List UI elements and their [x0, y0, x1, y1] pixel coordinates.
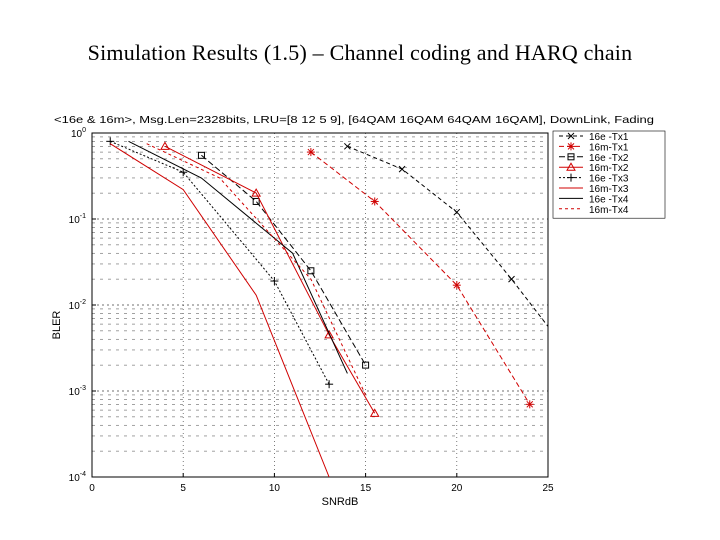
- series-line-0: [347, 145, 548, 328]
- chart-title: <16e & 16m>, Msg.Len=2328bits, LRU=[8 12…: [54, 114, 654, 126]
- x-tick-label: 10: [269, 483, 281, 494]
- series-line-1: [310, 151, 531, 405]
- x-axis-label: SNRdB: [322, 496, 359, 508]
- legend-entry: 16m-Tx3: [589, 184, 629, 195]
- legend-entry: 16m-Tx1: [589, 142, 629, 153]
- data-point-x: [398, 165, 406, 173]
- y-tick-label: 10-3: [69, 385, 86, 398]
- series-lines: [106, 137, 548, 477]
- y-tick-label: 10-2: [69, 299, 86, 312]
- data-point-triangle: [566, 162, 576, 171]
- legend-entry: 16e -Tx1: [589, 132, 629, 143]
- data-point-star: [567, 142, 575, 151]
- x-tick-label: 5: [180, 483, 186, 494]
- legend-entry: 16e -Tx3: [589, 174, 629, 185]
- data-point-x: [508, 275, 515, 283]
- x-tick-label: 0: [89, 483, 95, 494]
- x-tick-label: 20: [451, 483, 463, 494]
- data-point-star: [525, 400, 534, 409]
- grid: [92, 133, 548, 477]
- series-line-3: [164, 145, 376, 414]
- legend-entry: 16m-Tx4: [589, 205, 629, 216]
- data-point-plus: [270, 277, 279, 286]
- legend-entry: 16m-Tx2: [589, 163, 629, 174]
- series-line-5: [109, 143, 330, 477]
- series-line-2: [201, 154, 367, 366]
- legend-entry: 16e -Tx4: [589, 194, 629, 205]
- data-point-square: [307, 267, 315, 275]
- data-point-x: [567, 132, 575, 140]
- data-point-triangle: [369, 408, 380, 417]
- x-tick-label: 25: [542, 483, 554, 494]
- data-point-triangle: [324, 329, 334, 339]
- data-point-square: [567, 153, 575, 161]
- data-point-square: [197, 151, 205, 159]
- data-point-triangle: [251, 188, 262, 197]
- slide-title: Simulation Results (1.5) – Channel codin…: [87, 40, 633, 65]
- x-tick-label: 15: [360, 483, 372, 494]
- plot-frame: [91, 132, 549, 478]
- y-tick-label: 10-1: [69, 213, 86, 226]
- series-line-6: [128, 140, 348, 374]
- data-point-triangle: [160, 141, 170, 150]
- data-point-plus: [179, 168, 188, 177]
- y-axis-label: BLER: [51, 311, 63, 340]
- data-point-x: [453, 208, 461, 216]
- data-point-star: [452, 281, 461, 290]
- data-point-x: [344, 142, 351, 150]
- data-point-star: [306, 148, 315, 157]
- data-point-plus: [567, 173, 575, 182]
- data-point-star: [370, 197, 379, 206]
- legend-entry: 16e -Tx2: [589, 153, 629, 164]
- data-point-square: [362, 361, 370, 369]
- data-point-plus: [325, 380, 334, 389]
- data-point-square: [252, 197, 260, 205]
- series-line-7: [146, 143, 367, 396]
- axes: 0 5 10 15 20 25 100 10-1 10-2 10-3 10-4: [69, 127, 554, 494]
- y-tick-label: 100: [71, 127, 86, 140]
- y-tick-label: 10-4: [69, 471, 86, 484]
